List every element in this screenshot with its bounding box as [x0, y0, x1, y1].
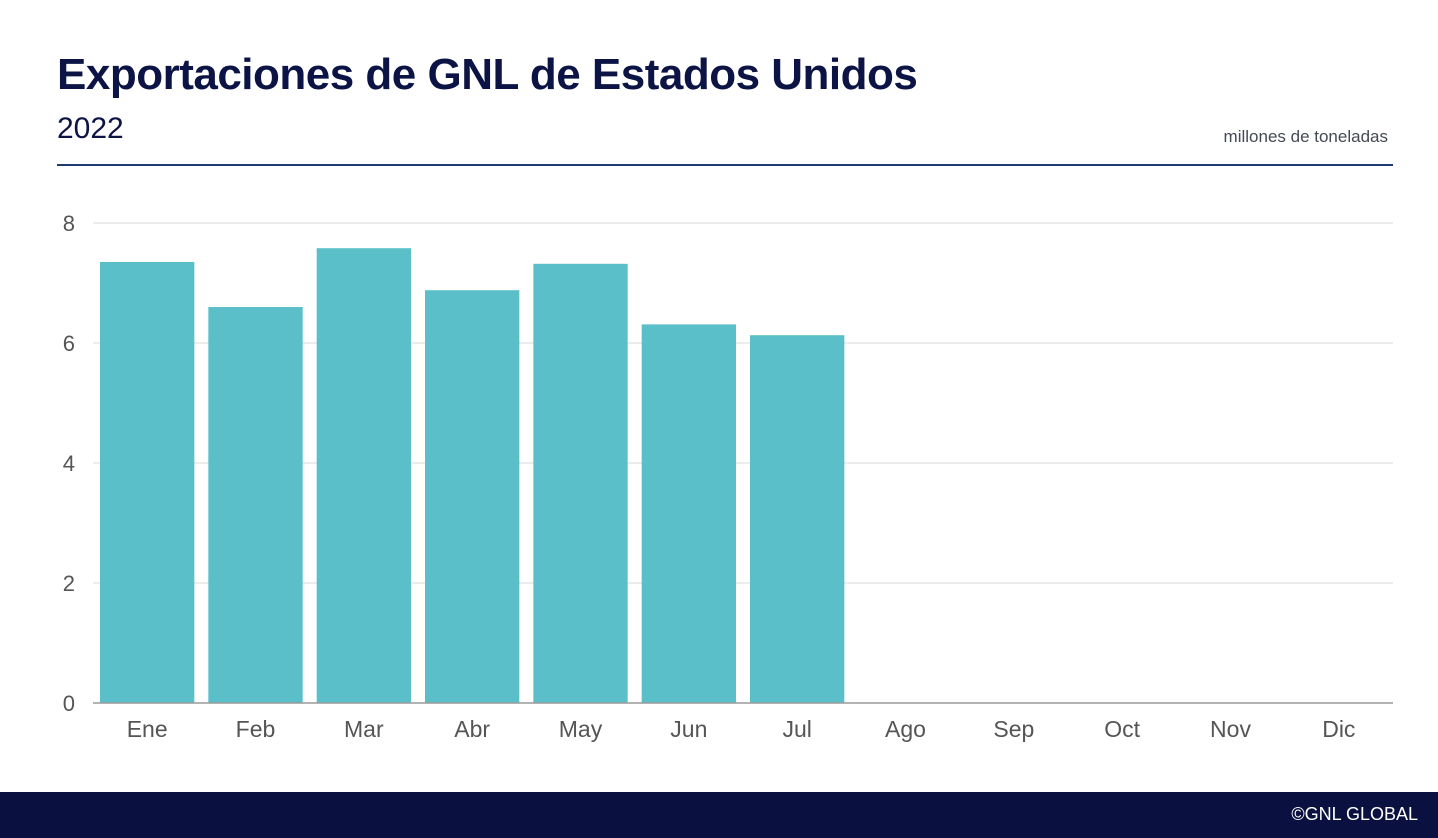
x-tick-label: Ene [127, 716, 168, 742]
bar-jun [641, 324, 736, 703]
y-tick-label: 4 [63, 451, 75, 476]
x-tick-label: Sep [993, 716, 1034, 742]
bar-ene [100, 262, 195, 703]
bar-layer [100, 248, 845, 703]
x-tick-label: Jun [670, 716, 707, 742]
bar-abr [425, 290, 520, 703]
x-tick-label: Dic [1322, 716, 1355, 742]
x-tick-label: Feb [236, 716, 276, 742]
copyright-text: ©GNL GLOBAL [1291, 804, 1418, 824]
y-tick-label: 2 [63, 571, 75, 596]
unit-label: millones de toneladas [1223, 127, 1388, 146]
x-tick-label: Ago [885, 716, 926, 742]
bar-jul [750, 335, 845, 703]
footer-bar: ©GNL GLOBAL [0, 792, 1438, 838]
y-tick-label: 8 [63, 211, 75, 236]
y-tick-label: 6 [63, 331, 75, 356]
x-tick-label: Jul [782, 716, 811, 742]
x-tick-label: Abr [454, 716, 490, 742]
grid-layer [93, 222, 1393, 584]
x-tick-label: May [559, 716, 603, 742]
x-tick-label: Mar [344, 716, 384, 742]
y-tick-label: 0 [63, 691, 75, 716]
bar-feb [208, 307, 303, 703]
axis-layer: 0 2 4 6 8 Ene Feb Mar Abr May Jun Jul Ago Sep Oct Nov Di… [63, 211, 1393, 742]
x-tick-label: Oct [1104, 716, 1140, 742]
x-tick-label: Nov [1210, 716, 1251, 742]
bar-chart: 0 2 4 6 8 Ene Feb Mar Abr May Jun Jul Ago Sep Oct Nov Di… [63, 211, 1393, 742]
chart-subtitle: 2022 [57, 112, 124, 145]
bar-mar [316, 248, 411, 703]
header-divider [57, 164, 1393, 166]
bar-may [533, 263, 628, 703]
chart-title: Exportaciones de GNL de Estados Unidos [57, 50, 918, 99]
